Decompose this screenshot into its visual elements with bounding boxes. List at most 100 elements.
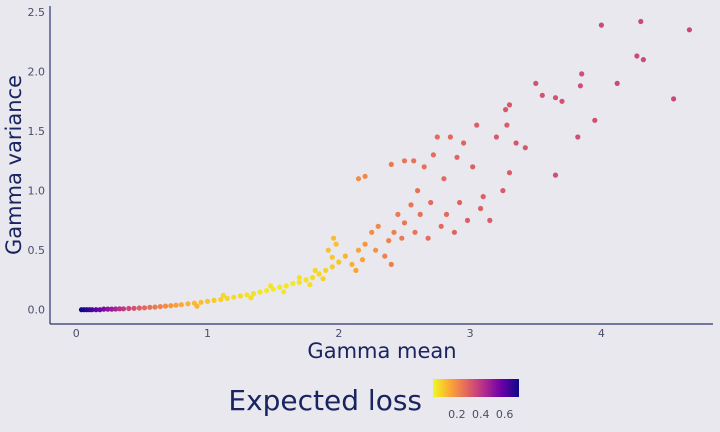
x-axis-ticks: 0 1 2 3 4 (73, 327, 605, 340)
data-point (264, 288, 270, 294)
data-point (401, 158, 408, 164)
data-point (325, 247, 331, 253)
data-point (310, 275, 316, 281)
data-point (503, 107, 509, 113)
x-tick-label: 1 (204, 327, 211, 340)
colorbar-tick-label: 0.2 (448, 408, 466, 421)
data-point (480, 194, 486, 200)
data-point (671, 96, 677, 102)
data-point (147, 304, 153, 310)
data-point (178, 302, 184, 308)
data-point (231, 294, 237, 300)
data-point (438, 223, 444, 229)
data-point (355, 176, 362, 182)
data-point (408, 202, 414, 208)
data-point (421, 164, 427, 170)
data-point (686, 27, 693, 33)
data-points (78, 18, 693, 313)
data-point (303, 277, 309, 283)
data-point (506, 170, 513, 176)
data-point (399, 235, 405, 241)
data-point (157, 304, 163, 310)
data-point (220, 292, 226, 298)
data-point (539, 92, 545, 98)
data-point (417, 211, 423, 217)
data-point (185, 301, 191, 307)
data-point (329, 264, 335, 270)
data-point (257, 289, 263, 295)
data-point (281, 289, 287, 295)
data-point (296, 275, 302, 281)
data-point (109, 306, 115, 312)
data-point (141, 305, 148, 311)
colorbar-tick-label: 0.4 (472, 408, 490, 421)
y-tick-label: 1.0 (28, 185, 46, 198)
data-point (411, 158, 417, 164)
data-point (373, 247, 379, 253)
data-point (349, 261, 355, 267)
data-point (113, 306, 119, 312)
data-point (93, 307, 99, 313)
data-point (391, 229, 397, 235)
colorbar (433, 379, 519, 397)
data-point (388, 261, 394, 267)
colorbar-ticks: 0.2 0.4 0.6 (448, 408, 513, 421)
data-point (336, 259, 342, 265)
colorbar-tick-label: 0.6 (496, 408, 514, 421)
data-point (487, 217, 493, 223)
data-point (552, 172, 559, 178)
data-point (428, 199, 434, 206)
data-point (638, 18, 644, 25)
data-point (250, 291, 257, 297)
data-point (369, 229, 375, 235)
data-point (506, 102, 513, 108)
data-point (355, 247, 362, 253)
data-point (441, 176, 447, 182)
data-point (218, 296, 224, 303)
data-point (198, 299, 204, 305)
data-point (353, 267, 359, 273)
data-point (592, 117, 598, 123)
data-point (412, 229, 418, 235)
data-point (359, 257, 366, 263)
y-axis-ticks: 0.0 0.5 1.0 1.5 2.0 2.5 (28, 6, 46, 317)
x-tick-label: 0 (73, 327, 80, 340)
data-point (513, 140, 519, 146)
data-point (117, 306, 123, 312)
data-point (120, 306, 127, 312)
data-point (290, 280, 296, 287)
data-point (386, 238, 392, 244)
data-point (320, 276, 326, 282)
data-point (173, 302, 179, 308)
y-tick-label: 2.0 (28, 66, 46, 79)
data-point (454, 154, 460, 160)
data-point (447, 134, 453, 140)
data-point (312, 267, 318, 273)
y-tick-label: 1.5 (28, 125, 46, 138)
data-point (89, 307, 95, 313)
data-point (126, 305, 132, 312)
legend-title: Expected loss (228, 384, 422, 417)
data-point (237, 293, 243, 299)
data-point (331, 235, 337, 241)
data-point (97, 307, 103, 313)
data-point (224, 295, 230, 301)
data-point (362, 241, 368, 247)
data-point (579, 71, 585, 77)
data-point (401, 220, 408, 226)
data-point (316, 271, 322, 277)
data-point (474, 122, 480, 128)
data-point (283, 283, 289, 289)
data-point (464, 217, 471, 223)
data-point (382, 253, 388, 259)
data-point (559, 98, 565, 104)
data-point (470, 164, 476, 170)
data-point (577, 83, 584, 89)
x-tick-label: 3 (467, 327, 474, 340)
data-point (307, 282, 313, 288)
data-point (430, 152, 436, 158)
data-point (451, 229, 457, 235)
data-point (362, 173, 368, 179)
